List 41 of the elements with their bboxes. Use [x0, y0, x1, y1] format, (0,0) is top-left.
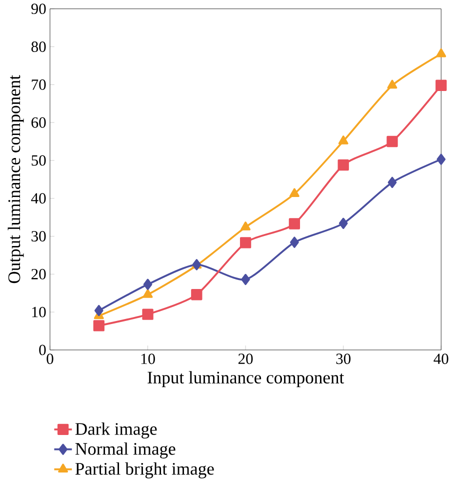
- x-tick-label: 30: [336, 354, 350, 364]
- point: [386, 136, 398, 148]
- x-tick-label: 10: [141, 354, 155, 364]
- point: [142, 308, 154, 320]
- point: [338, 218, 348, 229]
- y-tick-label: 30: [31, 231, 46, 242]
- y-tick-label: 70: [32, 79, 46, 90]
- y-tick-label: 0: [38, 344, 46, 356]
- point: [338, 159, 349, 171]
- x-tick-label: 0: [46, 354, 54, 364]
- point: [436, 48, 446, 58]
- y-tick-label: 90: [31, 4, 46, 14]
- x-tick-label: 20: [238, 354, 253, 364]
- y-tick-label: 10: [32, 306, 46, 318]
- point: [142, 289, 153, 298]
- point: [289, 188, 300, 198]
- legend-label: Dark image: [75, 422, 157, 439]
- x-tick-label: 40: [433, 354, 448, 364]
- point: [94, 304, 104, 316]
- point: [436, 154, 446, 165]
- point: [143, 278, 152, 290]
- point: [190, 289, 202, 300]
- y-tick-label: 60: [31, 117, 46, 128]
- point: [288, 218, 300, 230]
- x-axis-title: Input luminance component: [147, 371, 344, 388]
- y-tick-label: 20: [31, 268, 46, 280]
- point: [93, 320, 104, 332]
- point: [338, 136, 348, 144]
- point: [387, 80, 397, 89]
- point: [240, 274, 250, 286]
- point: [240, 222, 250, 230]
- y-tick-label: 80: [31, 42, 46, 52]
- y-tick-label: 40: [30, 193, 46, 204]
- y-tick-label: 50: [32, 155, 46, 166]
- point: [388, 176, 396, 188]
- legend-label: Partial bright image: [75, 462, 214, 478]
- point: [435, 80, 446, 91]
- point: [240, 237, 251, 248]
- point: [290, 236, 299, 248]
- y-axis-title: Output luminance component: [8, 75, 24, 284]
- legend-label: Normal image: [75, 442, 176, 458]
